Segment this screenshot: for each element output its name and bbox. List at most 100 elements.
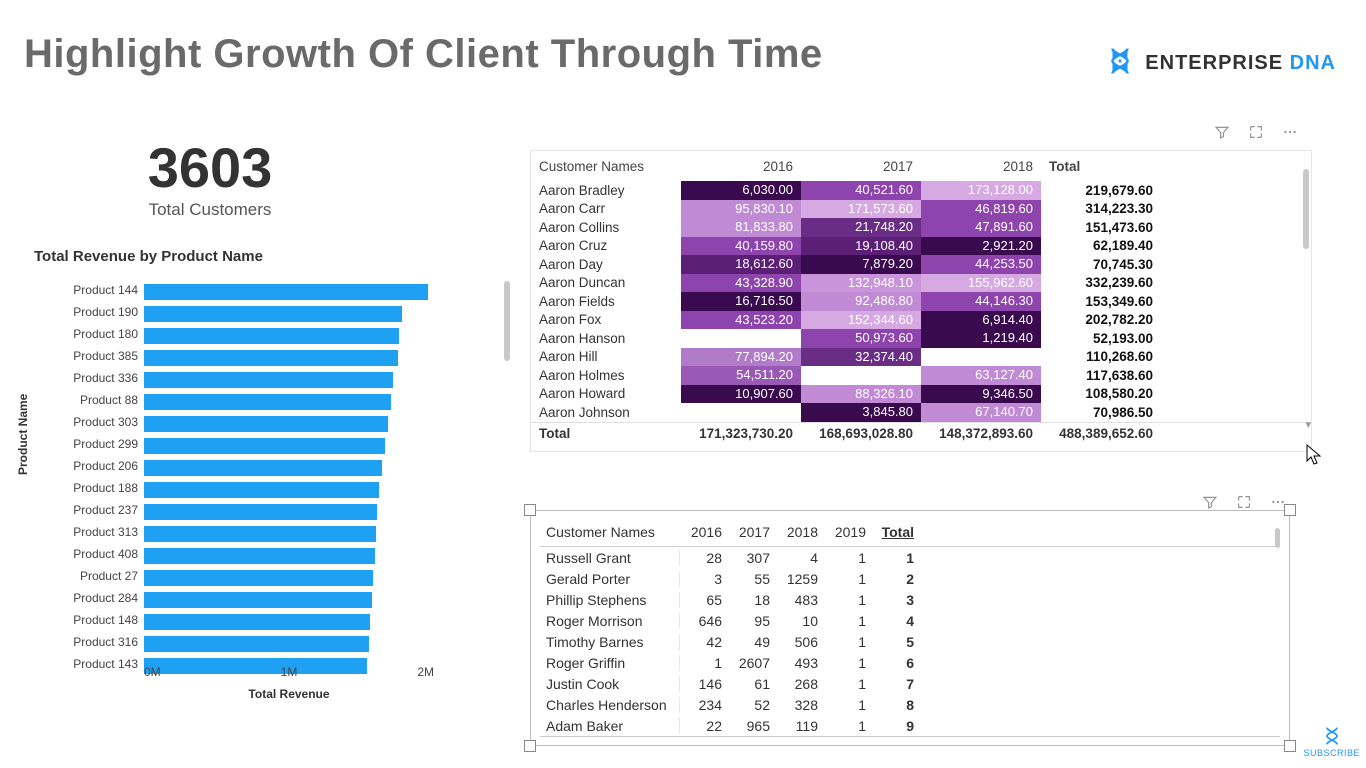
bar[interactable]	[144, 548, 375, 564]
bar[interactable]	[144, 284, 428, 300]
bar-row[interactable]	[144, 303, 434, 325]
resize-handle-br[interactable]	[1284, 740, 1296, 752]
bar-row[interactable]	[144, 523, 434, 545]
bar[interactable]	[144, 570, 373, 586]
scroll-down-icon[interactable]: ▾	[1305, 418, 1311, 431]
bar-row[interactable]	[144, 479, 434, 501]
col-header-2016[interactable]: 2016	[680, 522, 728, 542]
table-row[interactable]: Aaron Holmes54,511.2063,127.40117,638.60	[531, 366, 1311, 385]
table-row[interactable]: Roger Griffin1260749316	[540, 652, 1280, 673]
cell-value: 2607	[728, 655, 776, 671]
table-row[interactable]: Aaron Carr95,830.10171,573.6046,819.6031…	[531, 200, 1311, 219]
table-row[interactable]: Aaron Fox43,523.20152,344.606,914.40202,…	[531, 311, 1311, 330]
cell-2018: 6,914.40	[921, 311, 1041, 330]
bar-row[interactable]	[144, 413, 434, 435]
bar[interactable]	[144, 394, 391, 410]
bar-row[interactable]	[144, 369, 434, 391]
bar-label: Product 88	[24, 393, 144, 407]
col-header-2018[interactable]: 2018	[921, 155, 1041, 178]
matrix-customer-revenue-by-year[interactable]: Customer Names 2016 2017 2018 Total Aaro…	[530, 150, 1312, 452]
bar[interactable]	[144, 350, 398, 366]
bar[interactable]	[144, 592, 372, 608]
cell-value: 1	[824, 571, 872, 587]
dna-icon	[1105, 46, 1135, 81]
table-row[interactable]: Aaron Hanson50,973.601,219.4052,193.00	[531, 329, 1311, 348]
bar-row[interactable]	[144, 435, 434, 457]
bar-row[interactable]	[144, 281, 434, 303]
bar[interactable]	[144, 526, 376, 542]
bar[interactable]	[144, 504, 377, 520]
col-header-2017[interactable]: 2017	[728, 522, 776, 542]
table-row[interactable]: Aaron Day18,612.607,879.2044,253.5070,74…	[531, 255, 1311, 274]
col-header-2017[interactable]: 2017	[801, 155, 921, 178]
bar[interactable]	[144, 416, 388, 432]
bar-row[interactable]	[144, 325, 434, 347]
cell-value: 3	[680, 571, 728, 587]
resize-handle-tl[interactable]	[524, 504, 536, 516]
customer-name: Aaron Howard	[531, 386, 681, 401]
table-row[interactable]: Aaron Bradley6,030.0040,521.60173,128.00…	[531, 181, 1311, 200]
filter-icon[interactable]	[1214, 124, 1230, 145]
more-options-icon[interactable]	[1282, 124, 1298, 145]
table-row[interactable]: Aaron Howard10,907.6088,326.109,346.5010…	[531, 385, 1311, 404]
resize-handle-tr[interactable]	[1284, 504, 1296, 516]
bar-chart-total-revenue[interactable]: Total Revenue by Product Name Product Na…	[24, 248, 484, 705]
kpi-card-total-customers[interactable]: 3603 Total Customers	[60, 140, 360, 220]
table-row[interactable]: Charles Henderson2345232818	[540, 694, 1280, 715]
table-row[interactable]: Phillip Stephens651848313	[540, 589, 1280, 610]
col-header-total[interactable]: Total	[872, 522, 920, 542]
bar-row[interactable]	[144, 347, 434, 369]
matrix1-scrollbar[interactable]	[1303, 169, 1309, 249]
table-row[interactable]: Adam Baker2296511919	[540, 715, 1280, 736]
cell-value: 1	[824, 592, 872, 608]
table-row[interactable]: Aaron Cruz40,159.8019,108.402,921.2062,1…	[531, 237, 1311, 256]
bar-row[interactable]	[144, 589, 434, 611]
bar[interactable]	[144, 460, 382, 476]
cell-2016	[681, 329, 801, 348]
table-row[interactable]: Justin Cook1466126817	[540, 673, 1280, 694]
bar[interactable]	[144, 372, 393, 388]
col-header-customer[interactable]: Customer Names	[540, 522, 680, 542]
cell-2016: 43,523.20	[681, 311, 801, 330]
matrix-customer-rank[interactable]: Customer Names 2016 2017 2018 2019 Total…	[530, 510, 1290, 758]
bar-row[interactable]	[144, 391, 434, 413]
bar-label: Product 284	[24, 591, 144, 605]
bar[interactable]	[144, 482, 379, 498]
table-row[interactable]: Aaron Collins81,833.8021,748.2047,891.60…	[531, 218, 1311, 237]
matrix2-scrollbar[interactable]	[1275, 528, 1280, 548]
bar-row[interactable]	[144, 633, 434, 655]
table-row[interactable]: Aaron Johnson3,845.8067,140.7070,986.50	[531, 403, 1311, 422]
focus-mode-icon[interactable]	[1248, 124, 1264, 145]
bar-row[interactable]	[144, 501, 434, 523]
bar-row[interactable]	[144, 457, 434, 479]
cell-2018: 67,140.70	[921, 403, 1041, 422]
col-header-2016[interactable]: 2016	[681, 155, 801, 178]
cell-value: 18	[728, 592, 776, 608]
table-row[interactable]: Aaron Fields16,716.5092,486.8044,146.301…	[531, 292, 1311, 311]
cell-value: 1	[824, 613, 872, 629]
cell-total: 3	[872, 592, 920, 608]
resize-handle-bl[interactable]	[524, 740, 536, 752]
bar[interactable]	[144, 614, 370, 630]
table-row[interactable]: Aaron Duncan43,328.90132,948.10155,962.6…	[531, 274, 1311, 293]
table-row[interactable]: Gerald Porter355125912	[540, 568, 1280, 589]
table-row[interactable]: Russell Grant28307411	[540, 547, 1280, 568]
chart-scrollbar[interactable]	[504, 281, 510, 361]
bar-row[interactable]	[144, 611, 434, 633]
col-header-2019[interactable]: 2019	[824, 522, 872, 542]
bar-row[interactable]	[144, 545, 434, 567]
table-row[interactable]: Timothy Barnes424950615	[540, 631, 1280, 652]
col-header-total[interactable]: Total	[1041, 155, 1161, 178]
table-row[interactable]: Roger Morrison646951014	[540, 610, 1280, 631]
bar-row[interactable]	[144, 567, 434, 589]
col-header-2018[interactable]: 2018	[776, 522, 824, 542]
cell-total: 4	[872, 613, 920, 629]
cell-value: 52	[728, 697, 776, 713]
col-header-customer[interactable]: Customer Names	[531, 155, 681, 178]
bar[interactable]	[144, 438, 385, 454]
chart-title: Total Revenue by Product Name	[24, 248, 484, 265]
bar[interactable]	[144, 636, 369, 652]
table-row[interactable]: Aaron Hill77,894.2032,374.40110,268.60	[531, 348, 1311, 367]
bar[interactable]	[144, 328, 399, 344]
bar[interactable]	[144, 306, 402, 322]
